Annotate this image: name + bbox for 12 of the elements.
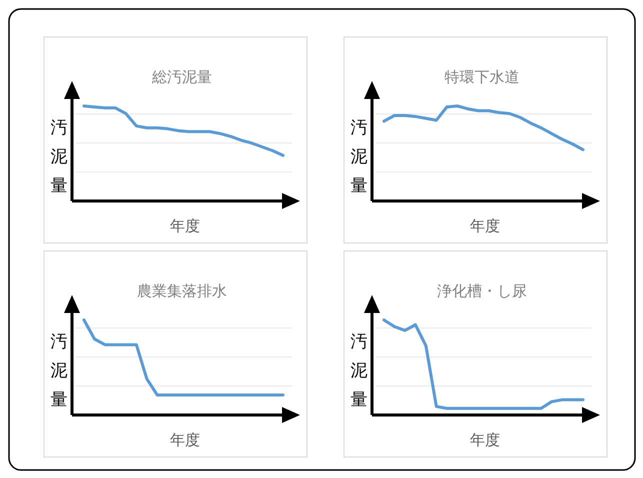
y-axis-title: 汚泥量 [50,118,68,195]
x-axis-title: 年度 [470,218,500,235]
x-axis-title: 年度 [470,432,500,449]
y-axis-title: 汚泥量 [50,332,68,409]
y-axis-title: 汚泥量 [350,332,368,409]
chart-title: 浄化槽・し尿 [437,283,527,300]
x-axis-title: 年度 [170,218,200,235]
chart-title: 農業集落排水 [137,283,227,300]
chart-title: 総汚泥量 [151,69,212,86]
x-axis-title: 年度 [170,432,200,449]
y-axis-title: 汚泥量 [350,118,368,195]
chart-title: 特環下水道 [444,69,520,86]
